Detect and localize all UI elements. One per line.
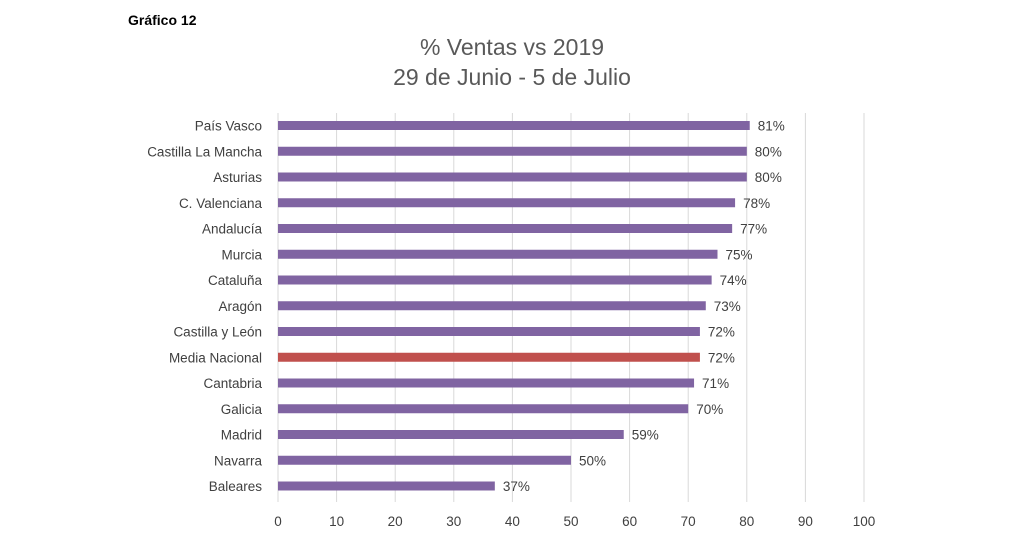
- bar: [278, 146, 747, 156]
- bar: [278, 121, 750, 130]
- bar: [278, 352, 700, 362]
- category-label: Baleares: [209, 479, 263, 494]
- bar: [278, 378, 695, 388]
- data-label: 71%: [702, 376, 729, 391]
- data-label: 80%: [755, 170, 782, 185]
- category-label: Cataluña: [208, 273, 263, 288]
- data-label: 72%: [708, 325, 735, 340]
- bar: [278, 404, 689, 414]
- category-label: Media Nacional: [169, 350, 262, 365]
- category-label: Asturias: [213, 170, 262, 185]
- category-label: Andalucía: [202, 222, 263, 237]
- data-label: 81%: [758, 119, 785, 134]
- category-label: Cantabria: [203, 376, 262, 391]
- data-label: 75%: [726, 247, 753, 262]
- category-label: País Vasco: [195, 119, 262, 134]
- category-label: Madrid: [221, 428, 262, 443]
- data-label: 74%: [720, 273, 747, 288]
- data-label: 50%: [579, 453, 606, 468]
- x-tick-label: 70: [681, 514, 696, 529]
- bar: [278, 430, 624, 439]
- bar: [278, 481, 495, 491]
- category-label: C. Valenciana: [179, 196, 263, 211]
- category-label: Castilla y León: [173, 325, 262, 340]
- data-label: 37%: [503, 479, 530, 494]
- chart-title: % Ventas vs 2019: [419, 34, 605, 60]
- category-labels: País Vasco Castilla La Mancha Asturias C. V…: [147, 119, 262, 495]
- data-label: 72%: [708, 350, 735, 365]
- bar: [278, 455, 571, 465]
- bars: [278, 121, 750, 491]
- category-label: Navarra: [214, 453, 263, 468]
- category-label: Galicia: [221, 402, 263, 417]
- category-label: Murcia: [221, 247, 262, 262]
- bar: [278, 301, 706, 311]
- x-tick-label: 10: [329, 514, 344, 529]
- category-label: Castilla La Mancha: [147, 144, 262, 159]
- x-tick-label: 40: [505, 514, 520, 529]
- x-tick-label: 60: [622, 514, 637, 529]
- x-tick-label: 0: [274, 514, 282, 529]
- bar: [278, 224, 733, 233]
- category-label: Aragón: [218, 299, 262, 314]
- data-label: 59%: [632, 428, 659, 443]
- data-label: 80%: [755, 144, 782, 159]
- bar: [278, 327, 700, 336]
- bar: [278, 249, 718, 259]
- data-label: 77%: [740, 222, 767, 237]
- figure-label: Gráfico 12: [128, 12, 197, 28]
- x-tick-label: 20: [388, 514, 403, 529]
- bar: [278, 172, 747, 182]
- x-tick-label: 80: [739, 514, 754, 529]
- data-label: 78%: [743, 196, 770, 211]
- bar: [278, 275, 712, 285]
- value-labels: 81% 80% 80% 78% 77% 75% 74% 73% 72% 72% 71% 70% 59% 5…: [503, 119, 785, 495]
- data-label: 70%: [696, 402, 723, 417]
- x-tick-label: 30: [446, 514, 461, 529]
- x-tick-labels: 0 10 20 30 40 50 60 70 80 90 100: [274, 514, 875, 529]
- x-tick-label: 90: [798, 514, 813, 529]
- x-tick-label: 100: [853, 514, 876, 529]
- bar: [278, 198, 736, 208]
- x-tick-label: 50: [563, 514, 578, 529]
- data-label: 73%: [714, 299, 741, 314]
- chart-subtitle: 29 de Junio - 5 de Julio: [393, 64, 631, 90]
